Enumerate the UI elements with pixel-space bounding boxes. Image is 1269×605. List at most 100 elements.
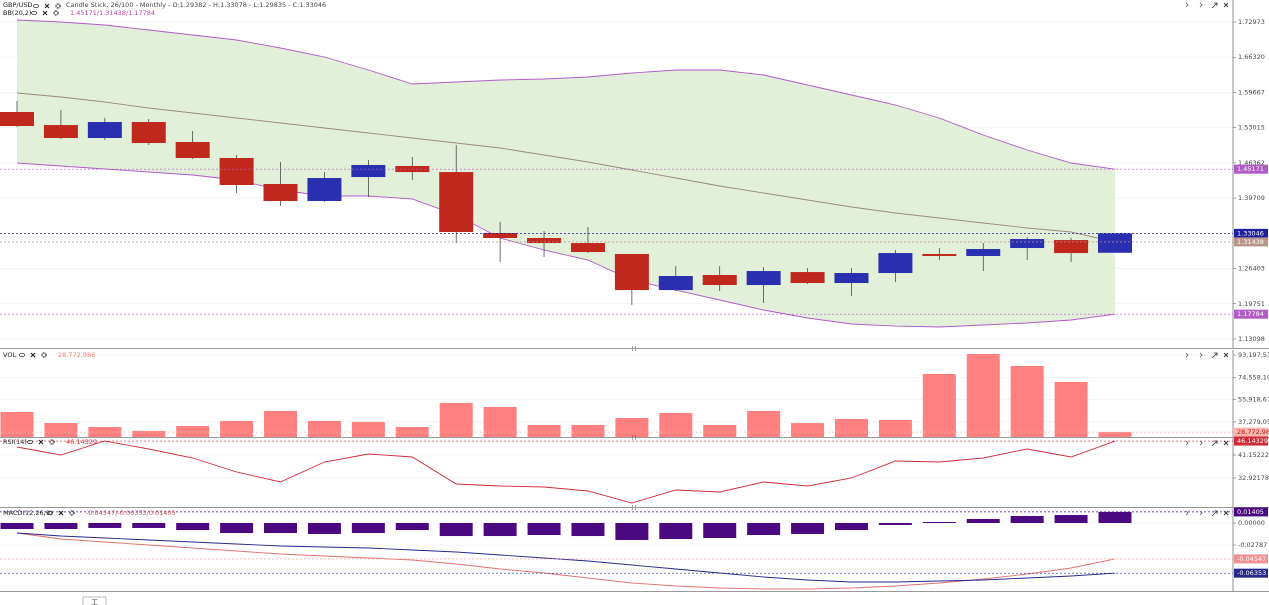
candle-body: [131, 122, 166, 144]
visibility-icon[interactable]: [18, 352, 25, 357]
toolbar-button[interactable]: [82, 596, 107, 605]
bar: [659, 523, 693, 540]
panel-title: VOL: [3, 351, 16, 359]
candle-body: [1098, 233, 1132, 253]
candle-body: [263, 184, 298, 202]
bar: [439, 523, 473, 537]
y-tick-label: 1.26403: [1238, 265, 1265, 273]
panel-control[interactable]: [1185, 352, 1203, 358]
y-tick-label: 1.46362: [1238, 159, 1265, 167]
remove-icon[interactable]: [58, 510, 64, 516]
settings-icon[interactable]: [49, 439, 55, 445]
panel-readout: -0.04547/-0.06353/0.01405: [86, 509, 176, 517]
settings-icon[interactable]: [55, 3, 61, 9]
close-control[interactable]: [1223, 352, 1229, 358]
candle-body: [483, 233, 518, 239]
panel-control[interactable]: [1185, 510, 1203, 516]
candle-body: [614, 254, 649, 291]
y-tick-label: 1.13098: [1238, 335, 1265, 343]
close-control[interactable]: [1223, 440, 1229, 446]
settings-icon[interactable]: [53, 10, 59, 16]
panel-control[interactable]: [1185, 440, 1203, 446]
candle-body: [1054, 240, 1089, 254]
y-tick-label: 74,558,104: [1238, 373, 1269, 381]
remove-icon[interactable]: [44, 3, 50, 9]
y-tick-label: 37,279,052: [1238, 418, 1269, 426]
y-tick-label: 55,918,678: [1238, 396, 1269, 404]
expand-control[interactable]: [1211, 440, 1218, 447]
bar: [483, 406, 517, 437]
bar: [88, 523, 122, 528]
bar: [483, 523, 517, 537]
panel-readout: 46.14329: [66, 438, 97, 446]
candle-body: [175, 142, 210, 159]
line: [16, 532, 1116, 583]
indicator-title: BB(20,2): [3, 9, 31, 17]
price-tag-label: 0.01405: [1237, 508, 1264, 516]
remove-icon[interactable]: [42, 10, 48, 16]
candle-body: [0, 112, 34, 127]
bar: [571, 424, 605, 437]
y-tick-label: -0.02787: [1238, 541, 1267, 549]
bar: [220, 420, 254, 437]
visibility-icon[interactable]: [47, 510, 54, 515]
bar: [791, 423, 825, 437]
bar: [1010, 515, 1044, 524]
bar: [44, 523, 78, 530]
remove-icon[interactable]: [38, 439, 44, 445]
close-control[interactable]: [1223, 2, 1229, 8]
bar: [922, 373, 956, 437]
price-tag-label: 1.45171: [1237, 165, 1264, 173]
visibility-icon[interactable]: [33, 4, 40, 9]
indicator-readout: 1.45171/1.31438/1.17784: [70, 9, 155, 17]
candle-body: [790, 272, 825, 284]
bar: [791, 523, 825, 534]
panel-control[interactable]: [1185, 2, 1203, 8]
price-tag: [1234, 554, 1268, 564]
y-tick-label: 0.00000: [1238, 519, 1265, 527]
bar: [659, 412, 693, 437]
expand-control[interactable]: [1211, 352, 1218, 359]
bar: [1098, 511, 1132, 524]
resize-handle[interactable]: [632, 346, 636, 351]
plots: 1.72973 1.66320 1.59667 1.53015 1.46362 1.397…: [0, 0, 1269, 592]
price-tag: [1234, 436, 1268, 446]
close-control[interactable]: [1223, 510, 1229, 516]
expand-control[interactable]: [1211, 510, 1218, 517]
bar: [132, 523, 166, 528]
settings-icon[interactable]: [69, 510, 75, 516]
candle-body: [439, 172, 474, 233]
bar: [1098, 432, 1132, 437]
visibility-icon[interactable]: [26, 439, 33, 444]
price-tag-label: 1.31438: [1237, 238, 1264, 246]
toolbar-button-label[interactable]: 工: [91, 598, 98, 605]
visibility-icon[interactable]: [30, 10, 37, 15]
candle-body: [570, 243, 605, 253]
remove-icon[interactable]: [30, 352, 36, 358]
bar: [527, 523, 561, 536]
candle-body: [702, 275, 737, 286]
candle-body: [878, 253, 913, 274]
price-tag-label: 28,772,986: [1237, 428, 1269, 436]
price-tag: [1234, 427, 1268, 437]
bar: [1010, 365, 1044, 437]
candle-body: [87, 122, 122, 139]
y-tick-label: 1.19751: [1238, 300, 1265, 308]
price-tag-label: 1.17784: [1237, 310, 1264, 318]
resize-handle[interactable]: [632, 435, 636, 440]
settings-icon[interactable]: [41, 352, 47, 358]
bar: [615, 417, 649, 437]
candle-info: Candle Stick, 26/100 - Monthly - O:1.293…: [66, 1, 326, 9]
line: [16, 19, 1116, 170]
line: [16, 532, 1116, 590]
bar: [527, 424, 561, 437]
bar: [966, 354, 1000, 437]
candle-body: [922, 254, 957, 257]
expand-control[interactable]: [1211, 2, 1218, 9]
bar: [439, 402, 473, 437]
candle-body: [351, 165, 386, 178]
bar: [571, 523, 605, 537]
price-tag: [1234, 228, 1268, 238]
bar: [0, 412, 34, 437]
resize-handle[interactable]: [632, 505, 636, 510]
